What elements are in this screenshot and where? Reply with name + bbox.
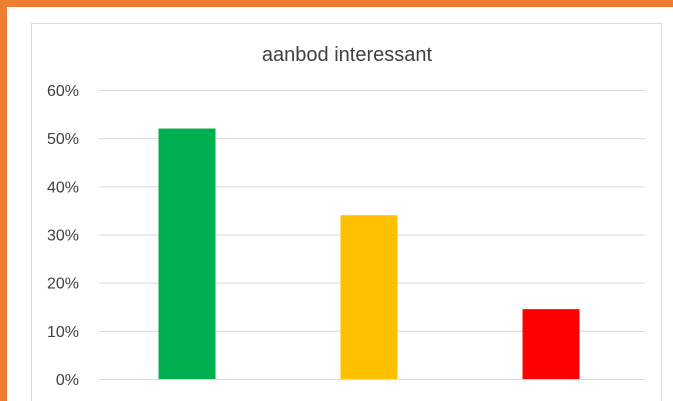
bar-1 xyxy=(158,128,216,379)
y-tick-label: 30% xyxy=(47,228,79,245)
y-tick-label: 0% xyxy=(56,372,79,389)
y-tick-label: 50% xyxy=(47,131,79,148)
y-tick-label: 60% xyxy=(47,83,79,100)
y-tick-label: 20% xyxy=(47,276,79,293)
y-tick-label: 40% xyxy=(47,179,79,196)
bar-3 xyxy=(522,309,580,379)
bars xyxy=(158,128,580,379)
chart-title: aanbod interessant xyxy=(262,44,433,66)
y-tick-label: 10% xyxy=(47,324,79,341)
bar-2 xyxy=(340,215,398,379)
y-axis-ticks: 0% 10% 20% 30% 40% 50% 60% xyxy=(47,83,79,389)
